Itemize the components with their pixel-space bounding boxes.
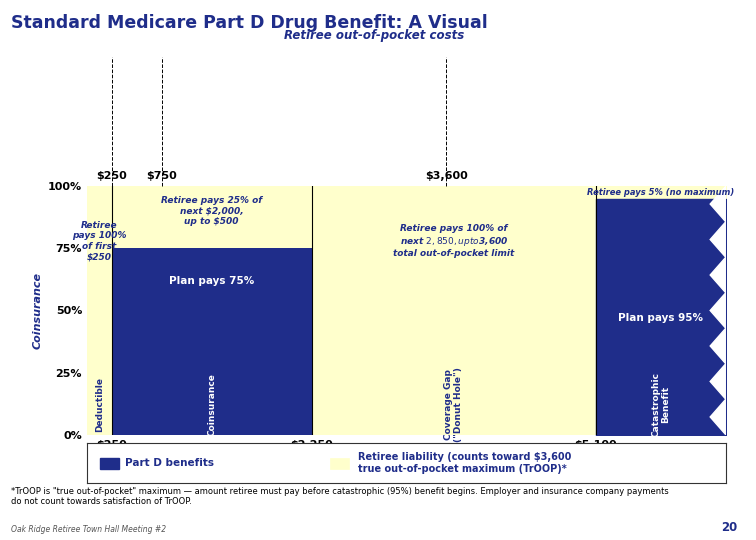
Text: Standard Medicare Part D Drug Benefit: A Visual: Standard Medicare Part D Drug Benefit: A… <box>11 14 488 31</box>
Text: Catastrophic
Benefit: Catastrophic Benefit <box>651 373 671 437</box>
Polygon shape <box>710 364 726 399</box>
Text: Part D benefits: Part D benefits <box>125 458 214 468</box>
Polygon shape <box>710 399 726 435</box>
Bar <box>311 186 596 435</box>
Polygon shape <box>710 328 726 364</box>
Polygon shape <box>710 186 726 222</box>
Bar <box>100 458 119 469</box>
Polygon shape <box>710 257 726 293</box>
Text: 20: 20 <box>721 521 737 534</box>
Text: Plan pays 95%: Plan pays 95% <box>618 313 703 323</box>
Text: Oak Ridge Retiree Town Hall Meeting #2: Oak Ridge Retiree Town Hall Meeting #2 <box>11 524 166 534</box>
Text: Coverage Gap
("Donut Hole"): Coverage Gap ("Donut Hole") <box>444 367 463 442</box>
Text: Deductible: Deductible <box>95 377 104 433</box>
X-axis label: Annual drug costs: Annual drug costs <box>346 455 466 468</box>
Text: *TrOOP is "true out-of-pocket" maximum — amount retiree must pay before catastro: *TrOOP is "true out-of-pocket" maximum —… <box>11 487 669 507</box>
Text: Retiree pays 5% (no maximum): Retiree pays 5% (no maximum) <box>587 188 735 197</box>
Text: Plan pays 75%: Plan pays 75% <box>169 276 254 286</box>
Text: Retiree pays 25% of
next $2,000,
up to $500: Retiree pays 25% of next $2,000, up to $… <box>161 196 262 226</box>
Polygon shape <box>710 293 726 328</box>
Polygon shape <box>710 222 726 257</box>
Bar <box>330 458 349 469</box>
Text: Retiree pays 100% of
next $2,850, up to $3,600
total out-of-pocket limit: Retiree pays 100% of next $2,850, up to … <box>393 224 514 258</box>
Bar <box>112 186 311 248</box>
Bar <box>112 248 311 435</box>
Bar <box>87 186 112 435</box>
Text: Retiree out-of-pocket costs: Retiree out-of-pocket costs <box>284 29 464 42</box>
Text: Retiree liability (counts toward $3,600
true out-of-pocket maximum (TrOOP)*: Retiree liability (counts toward $3,600 … <box>358 453 572 474</box>
Text: Retiree
pays 100%
of first
$250: Retiree pays 100% of first $250 <box>72 221 127 261</box>
Y-axis label: Coinsurance: Coinsurance <box>33 272 42 349</box>
Text: Coinsurance: Coinsurance <box>207 374 216 436</box>
